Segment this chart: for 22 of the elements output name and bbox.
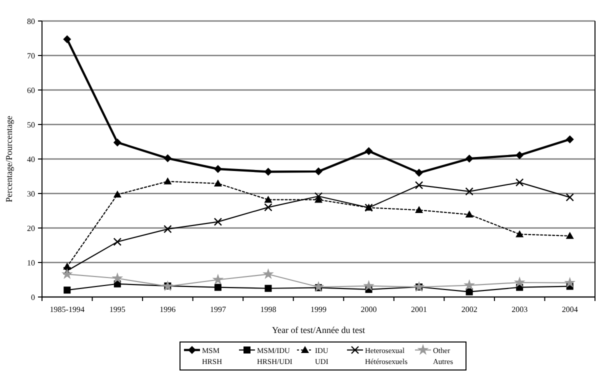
y-tick-label: 0 [31, 292, 35, 302]
x-tick-label: 2002 [461, 305, 478, 314]
x-tick-label: 1997 [210, 305, 226, 314]
x-tick-label: 1995 [109, 305, 126, 314]
x-tick-label: 1996 [160, 305, 176, 314]
y-axis-title: Percentage/Pourcentage [4, 116, 14, 202]
y-tick-label: 60 [27, 86, 35, 95]
x-tick-label: 1998 [260, 305, 276, 314]
y-tick-label: 80 [27, 16, 35, 26]
y-tick-label: 10 [27, 258, 35, 268]
x-tick-label: 2003 [512, 305, 528, 314]
x-tick-label: 1999 [310, 305, 326, 314]
y-tick-label: 40 [27, 154, 35, 164]
y-tick-label: 70 [27, 51, 35, 60]
x-tick-label: 2001 [411, 305, 428, 314]
y-tick-label: 20 [27, 224, 35, 233]
x-tick-label: 2004 [562, 305, 578, 314]
x-tick-label: 1985-1994 [50, 305, 84, 314]
y-tick-label: 30 [27, 189, 35, 198]
y-tick-label: 50 [27, 120, 35, 130]
x-axis-title: Year of test/Année du test [272, 325, 366, 335]
x-tick-label: 2000 [360, 305, 377, 314]
